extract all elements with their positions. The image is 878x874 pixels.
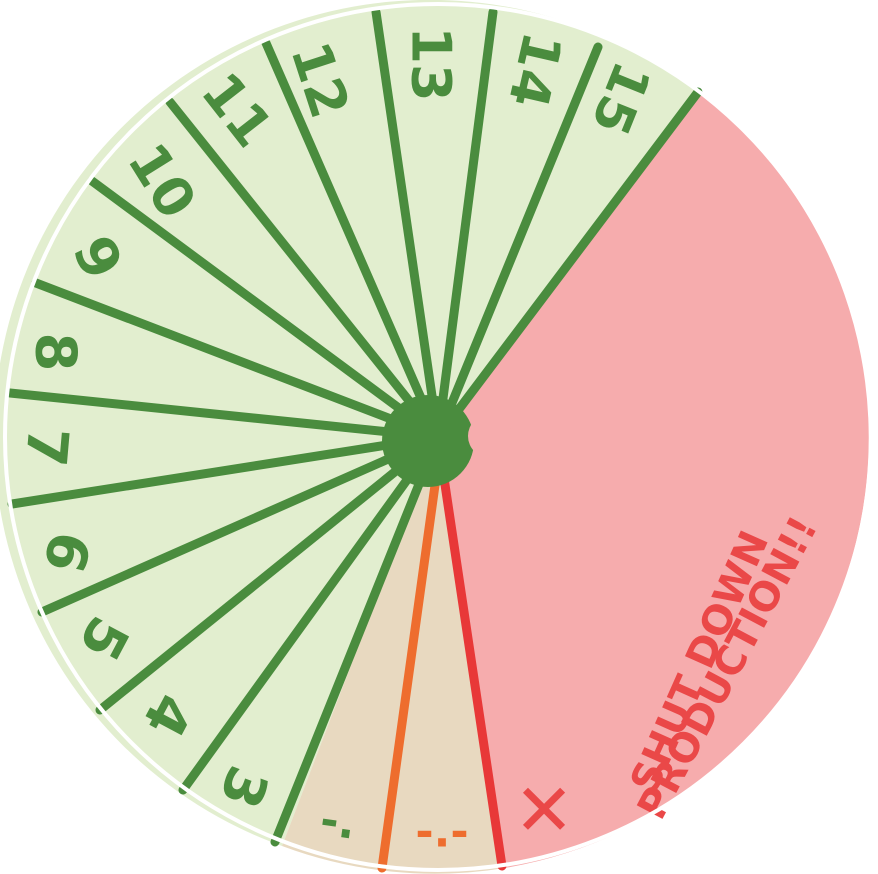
divider-line [87,176,443,442]
partial-segment-label: -. [317,794,359,849]
green-zone [0,0,698,846]
shutdown-x-icon: ✕ [514,768,574,852]
divider-line [371,7,443,442]
wheel-rim [3,2,873,872]
divider-line [178,432,443,795]
divider-line [95,432,443,715]
divider-line [31,278,443,442]
red-divider-line [439,473,507,871]
segment-label: 13 [400,26,463,101]
divider-line [7,432,443,509]
caution-zone [282,437,505,874]
segment-label: 8 [23,333,88,372]
divider-line [270,432,443,847]
segment-dividers [5,7,703,847]
divider-line [433,7,498,442]
partial-segment-label-orange: -.- [415,807,468,858]
divider-line [37,432,443,617]
divider-line [433,87,703,442]
red-zone [438,92,869,868]
hub-notch [468,414,512,458]
divider-line [165,97,443,442]
divider-line [433,42,603,442]
wheel-hub [382,395,474,487]
divider-line [261,38,443,442]
orange-divider-line [377,473,441,873]
divider-line [5,388,443,442]
segment-label: 7 [12,425,80,469]
